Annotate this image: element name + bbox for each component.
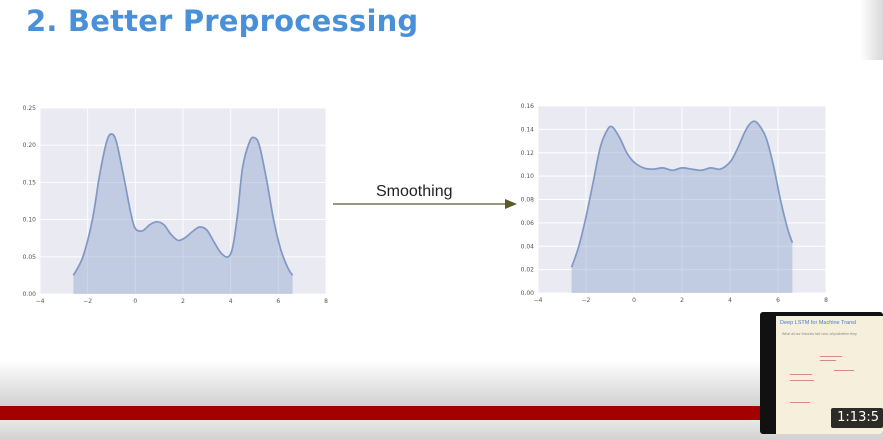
x-tick-label: 2	[181, 298, 185, 305]
x-tick-label: −2	[582, 297, 591, 304]
slide-title: 2. Better Preprocessing	[26, 4, 419, 38]
y-tick-label: 0.05	[23, 254, 37, 261]
y-tick-label: 0.14	[521, 126, 535, 133]
chart-after-smoothing-svg: −4 −2 0 2 4 6 8 0.00 0.02 0.04 0.06 0.08 0.10 0.12 0.1…	[521, 103, 828, 304]
x-tick-label: 8	[324, 298, 328, 305]
y-tick-label: 0.04	[521, 243, 535, 250]
thumbnail-decoration	[820, 360, 836, 361]
thumbnail-decoration	[790, 374, 812, 375]
chart-before-smoothing-svg: −4 −2 0 2 4 6 8 0.00 0.05 0.10 0.15 0.20 0.25	[23, 105, 328, 305]
chart-before-smoothing: −4 −2 0 2 4 6 8 0.00 0.05 0.10 0.15 0.20 0.25	[18, 102, 338, 307]
x-tick-label: 4	[229, 298, 233, 305]
x-tick-label: −4	[36, 298, 45, 305]
player-controls-strip	[0, 420, 883, 439]
y-tick-label: 0.10	[521, 173, 535, 180]
density-line	[570, 120, 794, 268]
thumbnail-subtitle: What all our theories fail: how, why/whe…	[782, 332, 857, 336]
y-tick-label: 0.06	[521, 220, 535, 227]
x-tick-label: 8	[824, 297, 828, 304]
y-tick-label: 0.10	[23, 217, 37, 224]
y-tick-label: 0.00	[521, 290, 535, 297]
y-tick-label: 0.15	[23, 179, 37, 186]
smoothing-arrow: Smoothing	[330, 180, 520, 220]
video-preview-thumbnail[interactable]: Deep LSTM for Machine Transl What all ou…	[760, 312, 883, 434]
chart-after-smoothing: −4 −2 0 2 4 6 8 0.00 0.02 0.04 0.06 0.08 0.10 0.12 0.1…	[510, 100, 840, 308]
video-progress-bar[interactable]	[0, 406, 883, 420]
y-tick-label: 0.12	[521, 150, 535, 157]
x-tick-label: 4	[728, 297, 732, 304]
x-tick-label: 6	[276, 298, 280, 305]
x-tick-label: 2	[680, 297, 684, 304]
video-timestamp: 1:13:5	[831, 408, 883, 428]
y-tick-label: 0.20	[23, 142, 37, 149]
thumbnail-decoration	[820, 356, 842, 357]
thumbnail-decoration	[790, 380, 814, 381]
x-tick-label: 0	[133, 298, 137, 305]
y-tick-label: 0.16	[521, 103, 535, 110]
y-tick-label: 0.00	[23, 291, 37, 298]
player-gradient	[0, 360, 883, 406]
thumbnail-decoration	[790, 402, 810, 403]
thumbnail-title: Deep LSTM for Machine Transl	[780, 320, 857, 326]
x-tick-label: 0	[632, 297, 636, 304]
density-line	[72, 133, 294, 276]
x-tick-label: 6	[776, 297, 780, 304]
density-area	[571, 121, 793, 293]
smoothing-label: Smoothing	[376, 183, 453, 200]
arrow-icon	[333, 199, 517, 209]
density-area	[73, 134, 293, 294]
x-tick-label: −2	[83, 298, 92, 305]
x-tick-label: −4	[534, 297, 543, 304]
window-edge-shadow	[860, 0, 883, 60]
y-tick-label: 0.25	[23, 105, 37, 112]
y-tick-label: 0.08	[521, 197, 535, 204]
thumbnail-decoration	[834, 370, 854, 371]
y-tick-label: 0.02	[521, 267, 535, 274]
